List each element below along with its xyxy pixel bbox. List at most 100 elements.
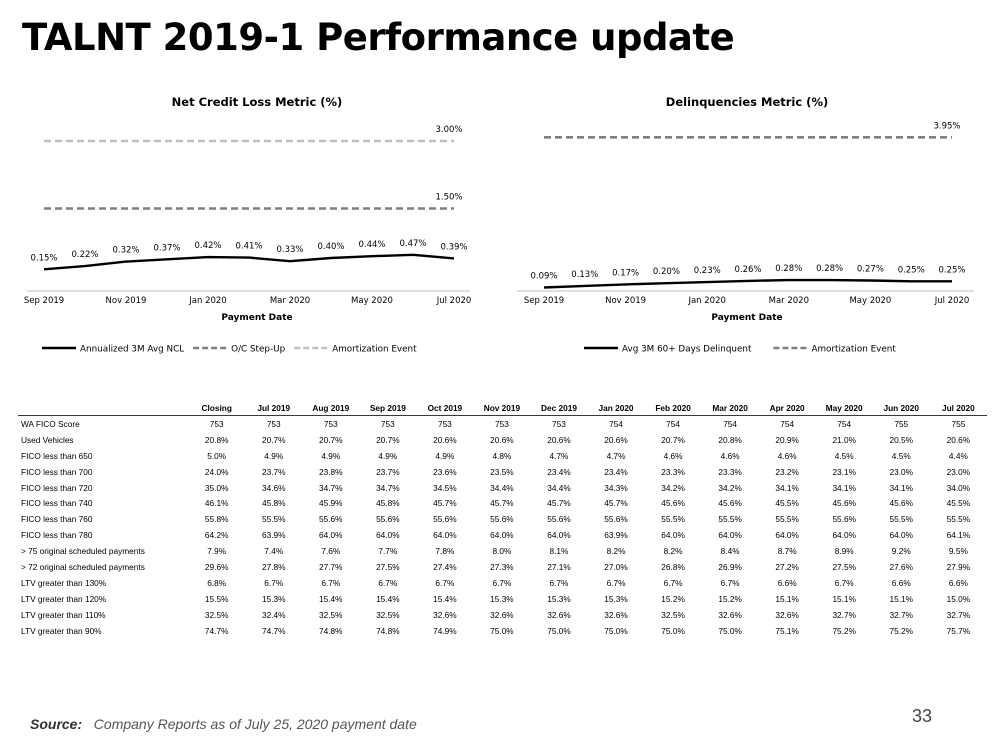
table-row: FICO less than 740 46.1% 45.8% 45.9% 45.8% 45… [18, 495, 987, 511]
table-cell: 15.5% [204, 593, 229, 604]
table-cell: 23.0% [946, 466, 971, 477]
table-cell: 55.5% [775, 514, 799, 525]
data-label: 0.25% [938, 265, 965, 275]
table-cell: 23.5% [490, 466, 514, 477]
chart-title: Delinquencies Metric (%) [666, 95, 828, 109]
table-cell: 55.5% [718, 514, 742, 525]
source-text: Company Reports as of July 25, 2020 paym… [93, 716, 417, 732]
table-column-header: Jul 2019 [245, 401, 303, 416]
table-cell: 34.4% [490, 482, 514, 493]
table-cell: 32.7% [889, 609, 914, 620]
data-label: 0.17% [612, 268, 639, 278]
table-cell: 34.7% [319, 482, 343, 493]
table-cell: 55.6% [433, 514, 457, 525]
table-cell: 32.6% [775, 609, 799, 620]
ncl-chart: Net Credit Loss Metric (%) 0.15% 0.22% 0.32… [24, 95, 472, 355]
table-cell: 8.4% [720, 546, 740, 557]
table-cell: 27.7% [319, 561, 343, 572]
table-column-header: Dec 2019 [530, 401, 588, 416]
table-cell: 20.5% [889, 434, 914, 445]
table-cell: 55.6% [547, 514, 571, 525]
table-cell: 7.9% [207, 546, 227, 557]
x-tick-label: Jul 2020 [436, 296, 472, 306]
x-tick-label: Mar 2020 [769, 296, 809, 306]
table-cell: 754 [587, 414, 645, 432]
table-cell: 4.4% [948, 450, 968, 461]
data-label: 0.28% [816, 264, 843, 274]
table-cell: 15.3% [490, 593, 514, 604]
table-cell: 64.0% [490, 530, 514, 541]
threshold-label: 3.00% [435, 125, 462, 135]
table-cell: 32.6% [433, 609, 457, 620]
x-tick-label: Jan 2020 [188, 296, 226, 306]
table-cell: 15.2% [718, 593, 742, 604]
table-cell: 64.0% [775, 530, 799, 541]
x-tick-label: Jul 2020 [934, 296, 970, 306]
table-cell: 6.7% [663, 577, 683, 588]
table-cell: 4.7% [606, 450, 626, 461]
table-cell: 753 [302, 414, 360, 432]
table-cell: 74.8% [376, 625, 400, 636]
table-cell: 6.7% [720, 577, 740, 588]
table-row: WA FICO Score 753 753 753 753 753 753 753 754 754… [18, 414, 987, 432]
table-cell: 34.4% [547, 482, 571, 493]
data-label: 0.25% [898, 265, 925, 275]
table-cell: 15.1% [775, 593, 799, 604]
table-cell: 15.4% [319, 593, 343, 604]
table-column-header: May 2020 [815, 401, 873, 416]
chart-title: Net Credit Loss Metric (%) [172, 95, 343, 109]
table-cell: 15.3% [547, 593, 571, 604]
table-cell: 74.7% [261, 625, 286, 636]
data-label: 0.28% [775, 264, 802, 274]
table-cell: 23.2% [775, 466, 799, 477]
data-label: 0.22% [71, 250, 98, 260]
table-cell: 32.5% [661, 609, 685, 620]
table-cell: 55.6% [376, 514, 400, 525]
series-line-annualized-3m-avg-ncl [43, 253, 455, 271]
table-cell: 6.7% [321, 577, 341, 588]
row-label: FICO less than 700 [21, 466, 93, 477]
table-cell: 6.7% [606, 577, 626, 588]
table-cell: 4.6% [777, 450, 797, 461]
series-line-avg-3m-60-days-delinquent [543, 278, 952, 289]
table-cell: 27.4% [433, 561, 457, 572]
table-cell: 75.7% [946, 625, 971, 636]
table-cell: 9.5% [948, 546, 968, 557]
table-cell: 15.1% [832, 593, 856, 604]
x-tick-label: Sep 2019 [524, 296, 564, 306]
table-cell: 27.3% [490, 561, 514, 572]
table-cell: 6.7% [435, 577, 455, 588]
data-label: 0.32% [112, 246, 139, 256]
table-cell: 4.9% [264, 450, 284, 461]
x-tick-label: Nov 2019 [106, 296, 147, 306]
table-cell: 15.2% [661, 593, 685, 604]
table-cell: 6.6% [891, 577, 911, 588]
table-cell: 23.8% [319, 466, 343, 477]
row-label: FICO less than 740 [21, 498, 93, 509]
table-cell: 4.5% [891, 450, 911, 461]
table-cell: 45.7% [547, 498, 571, 509]
table-cell: 64.0% [718, 530, 742, 541]
x-axis-title: Payment Date [711, 313, 782, 323]
row-label: FICO less than 650 [21, 450, 93, 461]
table-row: LTV greater than 130% 6.8% 6.7% 6.7% 6.7% 6.7… [18, 575, 987, 591]
table-row: LTV greater than 110% 32.5% 32.4% 32.5% 32.5… [18, 607, 987, 623]
table-cell: 34.2% [661, 482, 685, 493]
table-cell: 32.5% [319, 609, 343, 620]
table-column-header: Oct 2019 [416, 401, 474, 416]
table-cell: 23.7% [261, 466, 286, 477]
data-label: 0.33% [276, 245, 303, 255]
table-cell: 26.9% [718, 561, 742, 572]
table-cell: 20.6% [946, 434, 971, 445]
table-cell: 20.7% [661, 434, 685, 445]
data-label: 0.09% [530, 271, 557, 281]
data-label: 0.37% [153, 243, 180, 253]
table-cell: 7.8% [435, 546, 455, 557]
table-column-header: Aug 2019 [302, 401, 360, 416]
table-cell: 32.7% [832, 609, 856, 620]
table-cell: 55.5% [661, 514, 685, 525]
table-cell: 20.6% [547, 434, 571, 445]
table-cell: 32.6% [718, 609, 742, 620]
table-cell: 4.9% [378, 450, 398, 461]
table-cell: 64.0% [319, 530, 343, 541]
